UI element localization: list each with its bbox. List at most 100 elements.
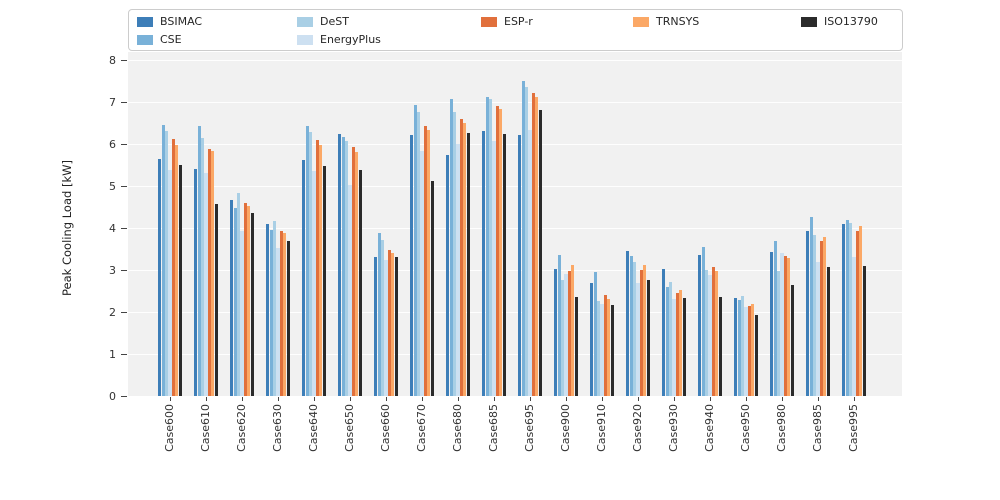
bar-TRNSYS-Case685 (499, 108, 503, 396)
bar-ESP-r-Case640 (315, 139, 320, 396)
bar-ESP-r-Case940 (711, 267, 716, 396)
bar-ESP-r-Case685 (495, 105, 500, 396)
gridline (128, 227, 902, 229)
bar-BSIMAC-Case680 (446, 154, 450, 396)
bar-TRNSYS-Case995 (859, 225, 863, 396)
bar-DeST-Case985 (812, 235, 817, 396)
bar-CSE-Case695 (521, 80, 525, 396)
bar-ISO13790-Case650 (358, 170, 362, 396)
x-tick-label-Case930: Case930 (667, 404, 680, 452)
x-tick-label-Case985: Case985 (811, 404, 824, 452)
y-tick-mark (121, 144, 127, 145)
y-tick-mark (121, 102, 127, 103)
bar-EnergyPlus-Case650 (348, 184, 352, 396)
x-tick-mark (206, 397, 207, 401)
gridline (128, 101, 902, 103)
legend-label: BSIMAC (160, 15, 203, 28)
gridline (128, 269, 902, 271)
legend-label: DeST (320, 15, 349, 28)
legend-label: ISO13790 (824, 15, 878, 28)
bar-ESP-r-Case995 (855, 230, 860, 396)
x-tick-mark (818, 397, 819, 401)
bar-CSE-Case995 (845, 220, 849, 396)
bar-CSE-Case940 (701, 247, 705, 396)
bar-CSE-Case620 (233, 208, 237, 396)
bar-BSIMAC-Case695 (518, 134, 522, 396)
bar-BSIMAC-Case670 (410, 135, 414, 396)
legend-label: TRNSYS (656, 15, 700, 28)
bar-ESP-r-Case630 (279, 231, 284, 396)
x-tick-label-Case940: Case940 (703, 404, 716, 452)
x-tick-mark (638, 397, 639, 401)
bar-ISO13790-Case930 (682, 298, 686, 396)
gridline (128, 143, 902, 145)
x-tick-label-Case980: Case980 (775, 404, 788, 452)
bar-TRNSYS-Case910 (607, 298, 611, 396)
x-tick-label-Case995: Case995 (847, 404, 860, 452)
bar-EnergyPlus-Case985 (816, 261, 820, 396)
x-tick-label-Case640: Case640 (307, 404, 320, 452)
bar-DeST-Case660 (380, 239, 385, 396)
bar-BSIMAC-Case995 (842, 223, 846, 396)
bar-CSE-Case910 (593, 272, 597, 396)
legend-item-ESP-r: ESP-r (481, 15, 533, 29)
bar-ESP-r-Case680 (459, 119, 464, 396)
y-tick-label: 7 (109, 95, 116, 109)
x-tick-label-Case620: Case620 (235, 404, 248, 452)
x-tick-mark (602, 397, 603, 401)
y-tick-label: 4 (109, 221, 116, 235)
bar-ESP-r-Case670 (423, 126, 428, 396)
bar-TRNSYS-Case950 (751, 303, 755, 396)
bar-ISO13790-Case980 (790, 284, 794, 396)
bar-ESP-r-Case620 (243, 203, 248, 396)
y-tick-mark (121, 396, 127, 397)
bar-ESP-r-Case610 (207, 148, 212, 396)
x-tick-mark (530, 397, 531, 401)
legend-swatch-CSE (137, 35, 153, 45)
legend-item-BSIMAC: BSIMAC (137, 15, 202, 29)
bar-CSE-Case900 (557, 254, 561, 396)
x-tick-mark (350, 397, 351, 401)
x-tick-mark (674, 397, 675, 401)
bar-EnergyPlus-Case685 (492, 140, 496, 396)
bar-TRNSYS-Case920 (643, 265, 647, 396)
y-tick-label: 6 (109, 137, 116, 151)
bar-TRNSYS-Case620 (247, 206, 251, 396)
bar-CSE-Case680 (449, 99, 453, 396)
legend-swatch-EnergyPlus (297, 35, 313, 45)
x-tick-label-Case600: Case600 (163, 404, 176, 452)
x-tick-mark (566, 397, 567, 401)
bar-BSIMAC-Case650 (338, 133, 342, 396)
y-tick-mark (121, 60, 127, 61)
bar-EnergyPlus-Case910 (600, 304, 604, 396)
bar-DeST-Case695 (524, 87, 529, 396)
bar-DeST-Case670 (416, 112, 421, 396)
x-tick-mark (422, 397, 423, 401)
y-tick-label: 3 (109, 263, 116, 277)
y-tick-label: 0 (109, 389, 116, 403)
x-tick-mark (386, 397, 387, 401)
legend-swatch-ESP-r (481, 17, 497, 27)
bar-EnergyPlus-Case600 (168, 169, 172, 396)
bar-ISO13790-Case680 (466, 132, 470, 396)
bar-DeST-Case630 (272, 221, 277, 396)
bar-ISO13790-Case600 (178, 165, 182, 396)
bar-TRNSYS-Case600 (175, 144, 179, 396)
bar-EnergyPlus-Case630 (276, 248, 280, 396)
bar-CSE-Case660 (377, 233, 381, 396)
bar-ESP-r-Case980 (783, 256, 788, 396)
bar-BSIMAC-Case610 (194, 168, 198, 396)
bar-ESP-r-Case695 (531, 93, 536, 396)
bar-EnergyPlus-Case920 (636, 283, 640, 396)
x-tick-label-Case630: Case630 (271, 404, 284, 452)
bar-ISO13790-Case620 (250, 213, 254, 396)
gridline (128, 353, 902, 355)
bar-BSIMAC-Case900 (554, 269, 558, 396)
bar-EnergyPlus-Case610 (204, 172, 208, 396)
bar-CSE-Case600 (161, 125, 165, 396)
bar-BSIMAC-Case600 (158, 159, 162, 396)
bar-BSIMAC-Case685 (482, 130, 486, 396)
legend-item-TRNSYS: TRNSYS (633, 15, 699, 29)
bar-ISO13790-Case610 (214, 203, 218, 396)
bar-TRNSYS-Case985 (823, 237, 827, 396)
